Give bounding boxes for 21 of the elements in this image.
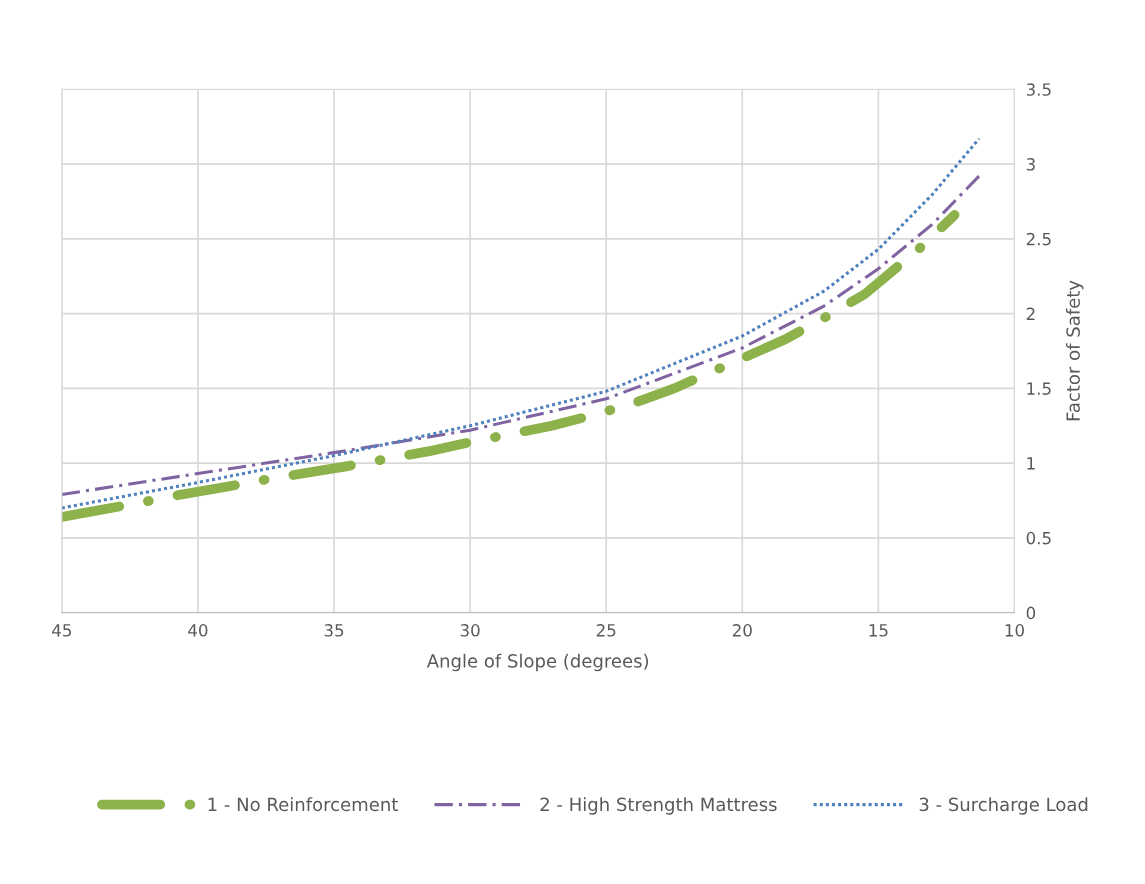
y-axis-title: Factor of Safety	[1065, 280, 1084, 421]
legend-label: 3 - Surcharge Load	[919, 797, 1088, 815]
y-tick-label: 3.5	[1026, 83, 1051, 96]
x-tick-label: 25	[596, 624, 616, 637]
y-tick-label: 3	[1026, 158, 1035, 171]
x-tick-label: 20	[732, 624, 752, 637]
x-axis-title: Angle of Slope (degrees)	[426, 653, 649, 672]
y-tick-label: 2.5	[1026, 232, 1051, 246]
x-tick-label: 10	[1005, 624, 1024, 637]
x-tick-label: 15	[869, 624, 888, 637]
x-tick-label: 35	[324, 624, 344, 637]
y-tick-label: 0.5	[1026, 531, 1051, 545]
y-tick-label: 2	[1026, 307, 1035, 320]
x-tick-label: 30	[460, 624, 480, 637]
x-tick-label: 40	[188, 624, 208, 637]
legend-label: 1 - No Reinforcement	[208, 797, 398, 812]
y-tick-label: 1	[1027, 457, 1035, 470]
legend-label: 2 - High Strength Mattress	[540, 797, 777, 815]
y-tick-label: 0	[1026, 606, 1036, 620]
x-tick-label: 45	[52, 624, 71, 637]
y-tick-label: 1.5	[1027, 382, 1051, 395]
